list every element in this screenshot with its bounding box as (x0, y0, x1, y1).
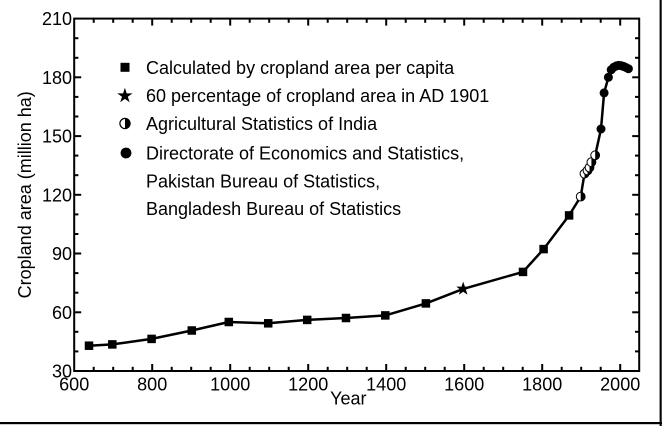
svg-text:800: 800 (137, 375, 167, 395)
svg-text:Bangladesh Bureau of Statistic: Bangladesh Bureau of Statistics (146, 199, 401, 219)
svg-text:Calculated by cropland area pe: Calculated by cropland area per capita (146, 58, 455, 78)
svg-text:1800: 1800 (522, 375, 562, 395)
svg-text:150: 150 (42, 127, 72, 147)
svg-text:1000: 1000 (210, 375, 250, 395)
svg-text:Year: Year (330, 389, 366, 409)
svg-text:60 percentage of cropland area: 60 percentage of cropland area in AD 190… (146, 86, 489, 106)
svg-text:Pakistan Bureau of Statistics,: Pakistan Bureau of Statistics, (146, 171, 380, 191)
svg-text:60: 60 (52, 303, 72, 323)
svg-text:30: 30 (52, 362, 72, 382)
svg-text:180: 180 (42, 68, 72, 88)
svg-text:1400: 1400 (366, 375, 406, 395)
svg-text:Agricultural Statistics of Ind: Agricultural Statistics of India (146, 114, 378, 134)
svg-text:1600: 1600 (444, 375, 484, 395)
svg-text:90: 90 (52, 244, 72, 264)
svg-text:120: 120 (42, 185, 72, 205)
svg-text:1200: 1200 (288, 375, 328, 395)
svg-text:2000: 2000 (600, 375, 640, 395)
svg-text:Directorate of Economics and S: Directorate of Economics and Statistics, (146, 144, 464, 164)
svg-text:210: 210 (42, 9, 72, 29)
svg-text:600: 600 (59, 375, 89, 395)
svg-text:Cropland area (million ha): Cropland area (million ha) (15, 91, 35, 298)
